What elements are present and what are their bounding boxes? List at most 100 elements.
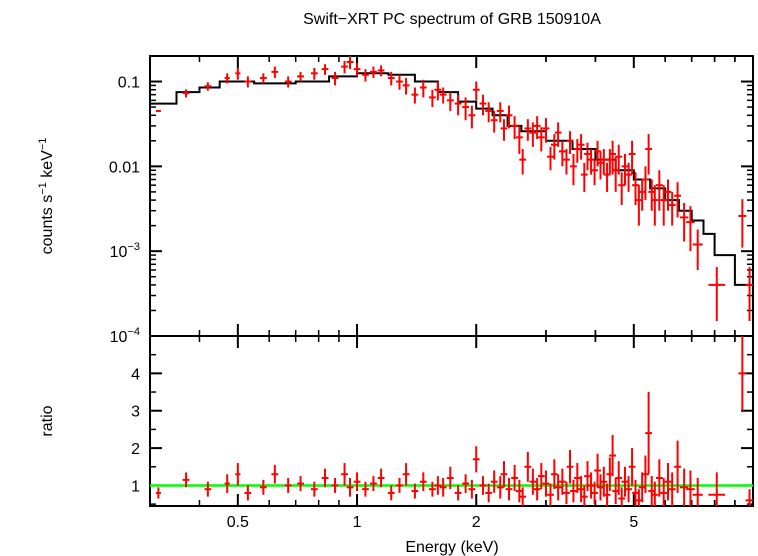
spectrum-data-point [621, 153, 629, 186]
spectrum-data-point [645, 134, 653, 175]
spectrum-data-point [529, 122, 537, 147]
ratio-data-point [628, 448, 636, 486]
ratio-data-point [625, 476, 632, 503]
spectrum-y-tick-label-sup: −4 [127, 326, 140, 338]
spectrum-data-point [271, 66, 279, 79]
ratio-data-point [462, 474, 470, 493]
ratio-data-point [505, 477, 513, 501]
spectrum-data-point [537, 127, 545, 152]
ratio-data-point [341, 463, 348, 486]
ratio-y-tick-label: 2 [131, 441, 140, 458]
x-tick-labels: 0.5 1 2 5 [227, 514, 639, 531]
spectrum-data-layer [155, 56, 753, 322]
ratio-y-tick-labels: 1 2 3 4 [131, 366, 140, 495]
ratio-data-point [563, 481, 570, 505]
ratio-data-point [377, 468, 385, 488]
ratio-data-point [609, 435, 617, 477]
spectrum-data-point [505, 105, 513, 129]
spectrum-data-point [297, 71, 304, 82]
ratio-data-point [594, 453, 601, 488]
ratio-data-point [603, 483, 611, 506]
ratio-panel: 1 2 3 4 ratio [39, 335, 754, 507]
ratio-data-point [490, 470, 498, 493]
ratio-data-point [155, 487, 161, 499]
ratio-data-point [346, 477, 354, 497]
ratio-data-point [533, 477, 541, 501]
spectrum-data-point [618, 172, 626, 206]
spectrum-y-label-base: counts s [39, 195, 56, 255]
spectrum-data-point [651, 185, 659, 226]
spectrum-data-point [692, 229, 703, 270]
spectrum-data-point [321, 64, 329, 75]
ratio-data-point [419, 472, 427, 492]
spectrum-data-point [387, 71, 395, 86]
ratio-data-point [204, 481, 212, 497]
spectrum-data-point [284, 76, 292, 88]
spectrum-data-point [511, 116, 519, 140]
ratio-data-point [550, 459, 558, 490]
ratio-data-point [668, 472, 676, 506]
spectrum-data-point [597, 151, 604, 180]
ratio-data-point [645, 392, 653, 475]
ratio-axis-ticks [149, 335, 753, 506]
spectrum-data-point [570, 153, 577, 186]
ratio-data-point [284, 477, 292, 493]
ratio-data-point [591, 481, 598, 505]
spectrum-data-point [542, 118, 550, 143]
ratio-data-point [686, 470, 695, 506]
spectrum-data-point [566, 131, 574, 154]
ratio-data-point [632, 479, 639, 506]
spectrum-data-point [609, 140, 617, 175]
ratio-y-tick-label: 4 [131, 366, 140, 383]
spectrum-data-point [660, 185, 668, 226]
spectrum-data-point [519, 149, 527, 175]
ratio-data-layer [155, 336, 753, 506]
ratio-data-point [244, 485, 252, 501]
ratio-data-point [655, 459, 663, 497]
ratio-data-point [615, 461, 623, 495]
x-tick-label: 2 [472, 514, 481, 531]
ratio-data-point [708, 472, 726, 506]
ratio-data-point [362, 481, 369, 497]
spectrum-data-point [679, 202, 689, 242]
spectrum-model-curve [150, 72, 753, 286]
ratio-data-point [597, 474, 604, 501]
ratio-data-point [570, 479, 577, 503]
ratio-data-point [297, 476, 304, 492]
ratio-data-point [496, 476, 504, 499]
ratio-y-tick-label-base: 3 [131, 404, 140, 421]
ratio-y-axis-label: ratio [39, 405, 56, 436]
ratio-data-point [353, 472, 361, 492]
spectrum-data-point [628, 140, 636, 175]
spectrum-data-point [591, 159, 598, 186]
chart-title: Swift−XRT PC spectrum of GRB 150910A [303, 11, 601, 28]
ratio-data-point [511, 464, 519, 492]
x-axis-label: Energy (keV) [405, 539, 498, 556]
ratio-data-point [529, 468, 537, 495]
ratio-data-point [310, 481, 318, 497]
spectrum-y-label-mid: keV [39, 150, 56, 182]
spectrum-data-point [577, 134, 585, 160]
ratio-data-point [621, 466, 629, 497]
ratio-data-point [331, 477, 339, 493]
ratio-data-point [519, 487, 527, 506]
spectrum-y-label-sup2: −1 [37, 138, 49, 151]
ratio-data-point [468, 479, 476, 499]
ratio-data-point [224, 474, 230, 493]
spectrum-data-point [533, 116, 541, 140]
ratio-data-point [411, 483, 419, 499]
ratio-data-point [446, 466, 454, 490]
spectrum-y-label-sup1: −1 [37, 182, 49, 195]
ratio-data-point [485, 483, 493, 503]
spectrum-data-point [558, 140, 566, 167]
ratio-data-point [618, 487, 626, 506]
spectrum-y-tick-label-sup: −3 [127, 241, 140, 253]
spectrum-data-point [515, 125, 523, 154]
ratio-data-point [434, 476, 442, 495]
spectrum-data-point [454, 94, 462, 116]
spectrum-data-point [573, 139, 581, 163]
spectrum-data-point [402, 78, 410, 95]
ratio-data-point [182, 472, 190, 488]
